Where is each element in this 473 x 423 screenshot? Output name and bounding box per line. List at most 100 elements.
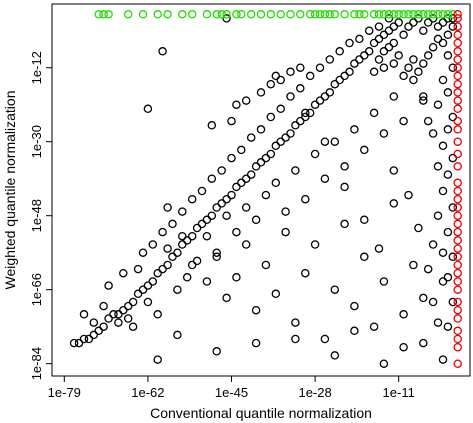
data-point — [384, 42, 394, 52]
data-point — [330, 351, 340, 360]
data-point — [222, 14, 231, 23]
data-point — [404, 22, 413, 31]
data-point — [374, 244, 384, 253]
data-point — [350, 301, 359, 311]
data-point — [173, 330, 182, 340]
data-point — [178, 207, 187, 216]
data-point — [232, 227, 241, 237]
data-point — [355, 55, 364, 64]
data-points — [69, 10, 462, 368]
data-point — [453, 88, 462, 97]
data-point — [399, 310, 408, 319]
data-point — [202, 231, 212, 241]
data-point — [187, 231, 197, 241]
data-point — [374, 34, 384, 44]
data-point — [153, 310, 162, 319]
data-point — [428, 42, 438, 52]
data-point — [192, 256, 202, 266]
data-point — [133, 264, 143, 274]
data-point — [389, 10, 399, 19]
data-point — [419, 92, 428, 101]
data-point — [305, 71, 315, 81]
data-point — [453, 285, 462, 294]
data-point — [246, 133, 256, 142]
data-point — [448, 252, 458, 262]
data-point — [433, 10, 443, 19]
data-point — [79, 334, 89, 344]
data-point — [104, 10, 113, 19]
data-point — [241, 96, 251, 105]
data-point — [114, 318, 123, 327]
data-point — [433, 211, 443, 220]
data-point — [246, 10, 256, 19]
data-point — [453, 55, 462, 64]
data-point — [379, 129, 389, 138]
data-point — [123, 301, 133, 311]
data-point — [448, 22, 458, 31]
data-point — [433, 100, 443, 109]
x-tick-label: 1e-28 — [298, 385, 331, 400]
data-point — [261, 190, 271, 200]
data-point — [374, 55, 384, 64]
data-point — [438, 355, 448, 364]
data-point — [379, 277, 389, 286]
data-point — [414, 223, 423, 233]
y-axis: 1e-12 1e-30 1e-48 1e-66 1e-84 — [29, 51, 52, 380]
data-point — [350, 10, 359, 19]
data-point — [453, 297, 462, 307]
data-point — [301, 112, 310, 122]
data-point — [79, 310, 89, 319]
data-point — [178, 231, 187, 241]
data-point — [251, 305, 261, 315]
data-point — [99, 301, 108, 311]
data-point — [453, 342, 462, 352]
data-point — [443, 322, 453, 331]
data-point — [345, 67, 354, 77]
data-point — [237, 145, 246, 155]
data-point — [109, 310, 118, 319]
data-point — [443, 51, 453, 60]
data-point — [404, 10, 413, 19]
data-point — [315, 10, 325, 19]
data-point — [419, 59, 428, 68]
data-point — [453, 236, 462, 245]
data-point — [379, 63, 389, 72]
data-point — [138, 285, 148, 294]
data-point — [360, 145, 369, 155]
data-point — [232, 182, 241, 192]
data-point — [364, 47, 374, 56]
data-point — [404, 63, 413, 72]
data-point — [448, 153, 458, 163]
data-point — [128, 297, 138, 307]
data-point — [414, 14, 423, 23]
data-point — [428, 240, 438, 249]
data-point — [414, 10, 423, 19]
data-point — [271, 289, 281, 299]
data-point — [310, 149, 320, 159]
data-point — [182, 273, 192, 282]
data-point — [325, 88, 335, 97]
data-point — [256, 88, 266, 97]
data-point — [276, 137, 285, 146]
data-point — [281, 207, 290, 216]
data-point — [222, 10, 231, 19]
data-point — [399, 116, 408, 126]
data-point — [374, 10, 384, 19]
data-point — [428, 14, 438, 23]
data-point — [423, 116, 433, 126]
data-point — [453, 96, 462, 105]
data-point — [202, 10, 212, 19]
data-point — [453, 268, 462, 278]
data-point — [340, 10, 349, 19]
data-point — [414, 67, 423, 77]
data-point — [399, 71, 408, 81]
data-point — [291, 334, 300, 344]
data-point — [443, 227, 453, 237]
data-point — [448, 10, 458, 19]
data-point — [84, 334, 94, 344]
data-point — [433, 162, 443, 171]
data-point — [104, 281, 113, 290]
data-point — [168, 252, 177, 262]
data-point — [222, 293, 231, 303]
